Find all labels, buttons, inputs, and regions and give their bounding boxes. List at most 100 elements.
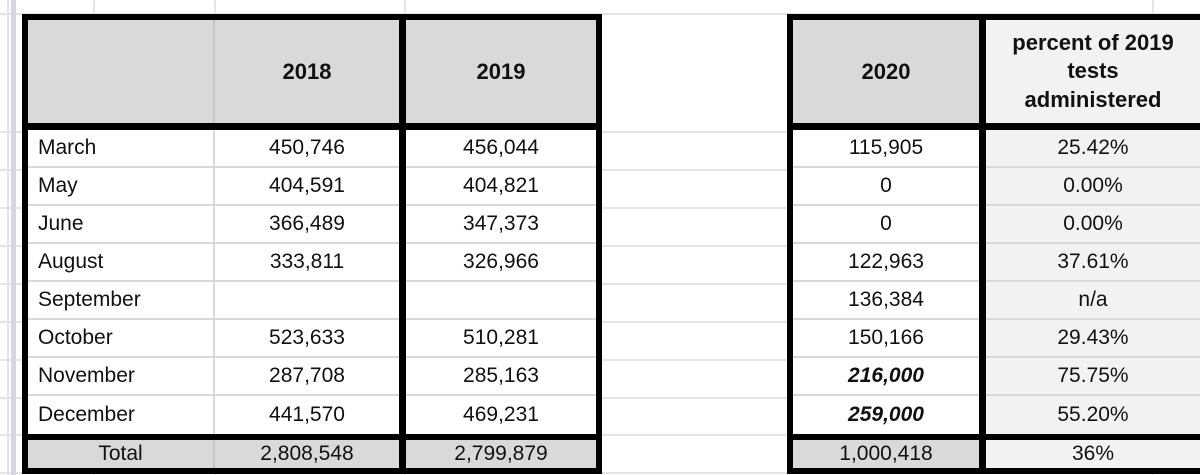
value-2019-may[interactable]: 404,821 [406,168,596,206]
total-2018[interactable]: 2,808,548 [215,440,399,468]
thick-border [979,320,986,358]
value-2020-october[interactable]: 150,166 [793,320,979,358]
value-2018-march[interactable]: 450,746 [215,130,399,168]
value-2018-november[interactable]: 287,708 [215,358,399,396]
thick-border [399,440,406,468]
total-row: 1,000,418 36% [793,434,1200,468]
value-2020-september[interactable]: 136,384 [793,282,979,320]
table-2020-percent: 2020 percent of 2019 tests administered … [787,14,1200,474]
table-header-row: 2020 percent of 2019 tests administered [793,20,1200,130]
table-row: 216,000 75.75% [793,358,1200,396]
row-label-november[interactable]: November [28,358,213,396]
header-2019[interactable]: 2019 [406,20,596,123]
row-label-september[interactable]: September [28,282,213,320]
thick-border [979,396,986,434]
column-gridline [213,130,215,168]
percent-september[interactable]: n/a [986,282,1200,320]
total-label[interactable]: Total [28,440,213,468]
value-2020-december[interactable]: 259,000 [848,402,924,426]
column-gridline [213,440,215,468]
thick-border [979,244,986,282]
percent-november[interactable]: 75.75% [986,358,1200,396]
value-2019-september[interactable] [406,282,596,320]
row-label-august[interactable]: August [28,244,213,282]
value-2018-may[interactable]: 404,591 [215,168,399,206]
total-2019[interactable]: 2,799,879 [406,440,596,468]
thick-border [399,130,406,168]
table-header-row: 2018 2019 [28,20,596,130]
value-2019-june[interactable]: 347,373 [406,206,596,244]
percent-june[interactable]: 0.00% [986,206,1200,244]
row-label-october[interactable]: October [28,320,213,358]
table-row: March 450,746 456,044 [28,130,596,168]
value-2019-march[interactable]: 456,044 [406,130,596,168]
column-gridline [213,358,215,396]
percent-october[interactable]: 29.43% [986,320,1200,358]
table-row: 150,166 29.43% [793,320,1200,358]
column-gridline [213,20,215,123]
value-2020-june[interactable]: 0 [793,206,979,244]
total-row: Total 2,808,548 2,799,879 [28,434,596,468]
table-row: 136,384 n/a [793,282,1200,320]
total-percent[interactable]: 36% [986,440,1200,468]
percent-march[interactable]: 25.42% [986,130,1200,168]
row-label-december[interactable]: December [38,402,135,426]
column-gridline [213,244,215,282]
thick-border [399,358,406,396]
percent-december[interactable]: 55.20% [986,396,1200,434]
header-2020[interactable]: 2020 [793,20,979,123]
table-row: September [28,282,596,320]
table-row: June 366,489 347,373 [28,206,596,244]
value-2020-march[interactable]: 115,905 [793,130,979,168]
total-2020[interactable]: 1,000,418 [793,440,979,468]
table-row: May 404,591 404,821 [28,168,596,206]
value-2019-december[interactable]: 469,231 [463,402,539,426]
value-2018-september[interactable] [215,282,399,320]
column-gridline [213,320,215,358]
table-row: 0 0.00% [793,206,1200,244]
thick-border [979,440,986,468]
thick-border [979,20,986,123]
column-gridline [213,282,215,320]
percent-august[interactable]: 37.61% [986,244,1200,282]
header-empty-cell[interactable] [28,20,213,123]
value-2019-august[interactable]: 326,966 [406,244,596,282]
thick-border [399,20,406,123]
value-2020-november[interactable]: 216,000 [793,358,979,396]
value-2019-november[interactable]: 285,163 [406,358,596,396]
value-2020-august[interactable]: 122,963 [793,244,979,282]
value-2019-october[interactable]: 510,281 [406,320,596,358]
percent-may[interactable]: 0.00% [986,168,1200,206]
table-2018-2019: 2018 2019 March 450,746 456,044 May 404,… [22,14,602,474]
thick-border [399,244,406,282]
thick-border [399,396,406,434]
column-gridline [213,206,215,244]
value-2018-june[interactable]: 366,489 [215,206,399,244]
column-gridline [213,396,215,434]
thick-border [979,282,986,320]
header-2018[interactable]: 2018 [215,20,399,123]
row-label-march[interactable]: March [28,130,213,168]
thick-border [979,130,986,168]
table-row: August 333,811 326,966 [28,244,596,282]
table-row: 122,963 37.61% [793,244,1200,282]
row-label-may[interactable]: May [28,168,213,206]
table-row: 115,905 25.42% [793,130,1200,168]
value-2018-august[interactable]: 333,811 [215,244,399,282]
thick-border [979,206,986,244]
row-header-edge [11,0,16,475]
table-row: December 441,570 469,231 [28,396,596,434]
header-percent-of-2019[interactable]: percent of 2019 tests administered [986,20,1200,123]
thick-border [399,206,406,244]
value-2018-october[interactable]: 523,633 [215,320,399,358]
thick-border [399,320,406,358]
row-label-june[interactable]: June [28,206,213,244]
table-row: November 287,708 285,163 [28,358,596,396]
column-gridline [213,168,215,206]
thick-border [979,168,986,206]
table-row: 0 0.00% [793,168,1200,206]
value-2020-may[interactable]: 0 [793,168,979,206]
table-row: October 523,633 510,281 [28,320,596,358]
value-2018-december[interactable]: 441,570 [269,402,345,426]
